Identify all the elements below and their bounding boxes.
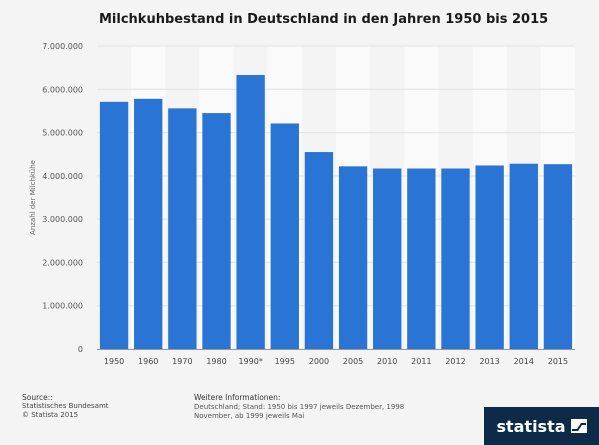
bar [99, 101, 129, 350]
x-tick-label: 1980 [206, 357, 226, 366]
bar [441, 168, 470, 349]
x-tick-label: 1995 [275, 357, 295, 366]
bar [236, 75, 265, 349]
chart-title: Milchkuhbestand in Deutschland in den Ja… [99, 12, 549, 27]
source-line: Statistisches Bundesamt [22, 402, 109, 410]
x-tick-label: 2014 [514, 357, 534, 366]
info-label: Weitere Informationen: [194, 393, 281, 402]
y-tick-label: 2.000.000 [42, 258, 83, 267]
y-tick-label: 7.000.000 [42, 42, 83, 51]
x-tick-label: 2012 [445, 357, 465, 366]
y-tick-label: 3.000.000 [42, 215, 83, 224]
statista-brand[interactable]: statista [484, 407, 599, 445]
bar [168, 108, 197, 350]
x-tick-label: 2015 [548, 357, 568, 366]
source-line: © Statista 2015 [22, 411, 79, 419]
bar-chart: 0 1.000.000 2.000.000 3.000.000 4.000.000 5.0… [29, 42, 575, 366]
y-tick-label: 6.000.000 [42, 85, 83, 94]
bar [543, 164, 573, 349]
info-block: Weitere Informationen: Deutschland; Stan… [194, 393, 444, 421]
y-tick-label: 4.000.000 [42, 172, 83, 181]
x-tick-label: 1970 [172, 357, 192, 366]
brand-name: statista [496, 416, 566, 436]
x-tick-label: 2011 [411, 357, 431, 366]
source-block: Source:: Statistisches Bundesamt © Stati… [22, 393, 109, 420]
x-tick-label: 2005 [343, 357, 363, 366]
bar [202, 113, 231, 349]
source-label: Source:: [22, 393, 53, 402]
bar [373, 168, 402, 349]
bar [475, 165, 504, 349]
bar [304, 152, 334, 349]
x-tick-label: 1960 [138, 357, 158, 366]
y-tick-label: 0 [78, 345, 83, 354]
x-tick-label: 2013 [479, 357, 499, 366]
info-text: Deutschland; Stand: 1950 bis 1997 jeweil… [194, 403, 405, 420]
statista-wave-icon [570, 419, 587, 433]
x-tick-label: 1950 [104, 357, 124, 366]
bar [270, 123, 299, 349]
bar [509, 163, 538, 349]
x-tick-label: 2010 [377, 357, 397, 366]
y-axis-label: Anzahl der Milchkühe [29, 160, 37, 235]
bar [407, 168, 436, 349]
bar [134, 98, 163, 350]
y-tick-label: 1.000.000 [42, 302, 83, 311]
y-tick-label: 5.000.000 [42, 129, 83, 138]
x-tick-label: 1990* [238, 357, 262, 366]
bar [338, 166, 368, 349]
x-tick-label: 2000 [309, 357, 329, 366]
